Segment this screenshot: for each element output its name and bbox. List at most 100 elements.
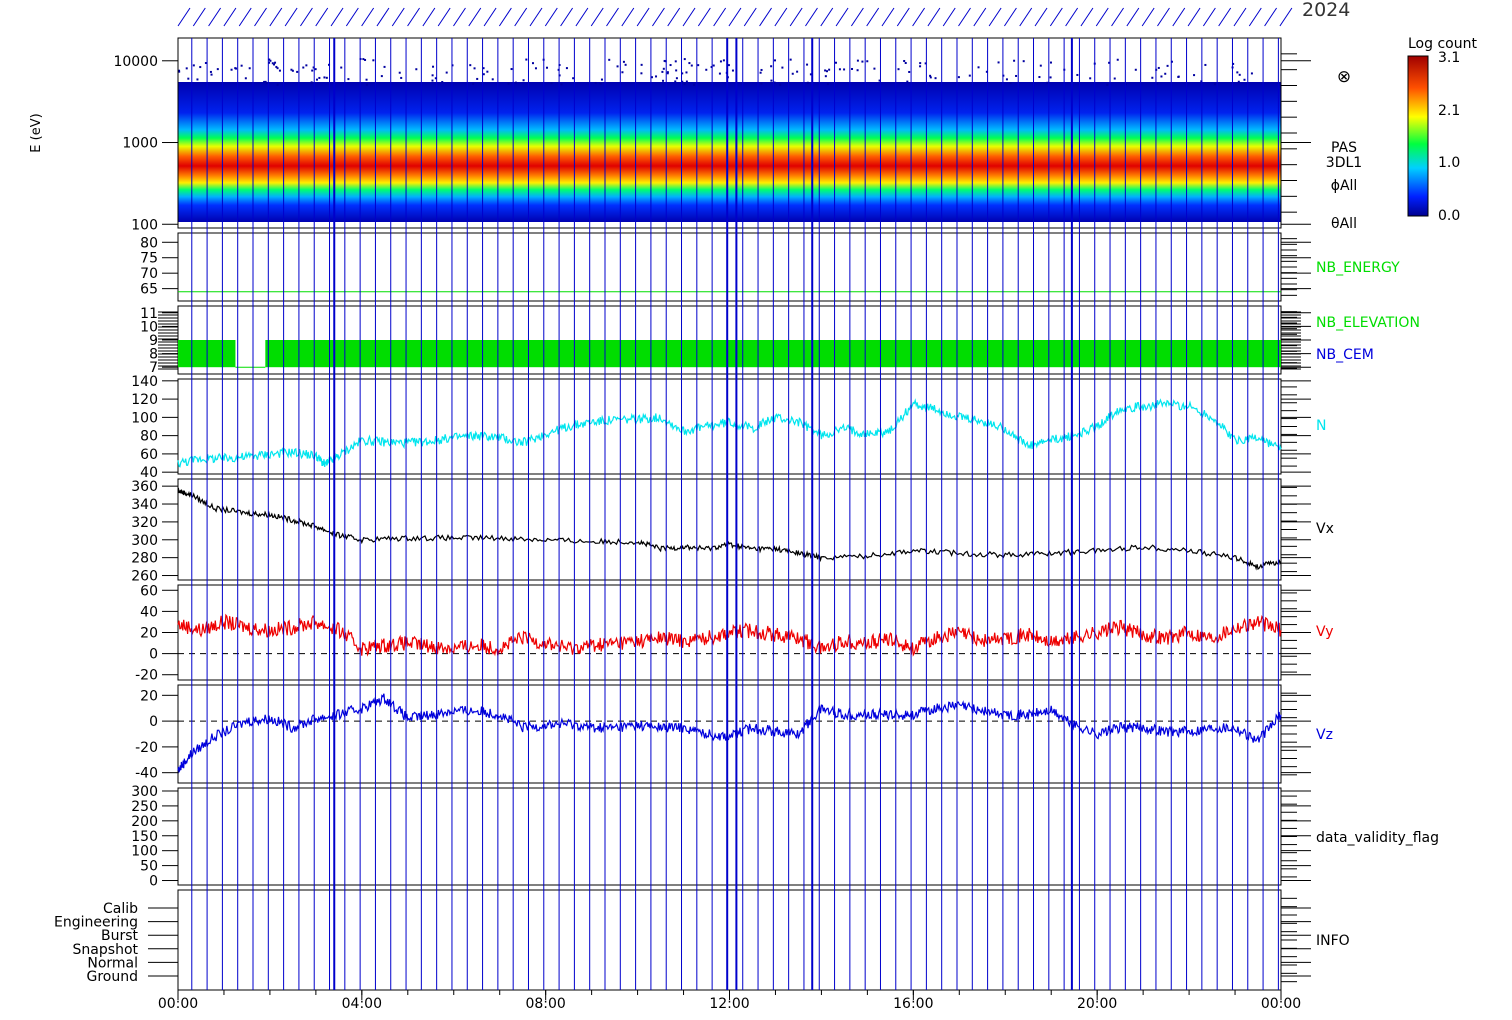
spectrogram-speckle	[572, 77, 575, 80]
marker-top-glyph	[269, 7, 283, 27]
spectrogram-speckle	[866, 60, 869, 63]
marker-top-glyph	[652, 7, 665, 27]
spectrogram-speckle	[264, 80, 267, 83]
spectrogram-speckle	[828, 68, 831, 71]
spectrogram-speckle	[929, 76, 932, 79]
spectrogram-speckle	[210, 73, 213, 76]
spectrogram-speckle	[1157, 66, 1160, 69]
spectrogram-speckle	[697, 64, 700, 67]
spectrogram-speckle	[1236, 71, 1239, 74]
spectrogram-speckle	[204, 62, 207, 65]
spectrogram-speckle	[1116, 58, 1119, 61]
marker-top-glyph	[422, 7, 436, 27]
spectrogram-speckle	[919, 62, 922, 65]
validity-ytick-label: 150	[131, 829, 158, 845]
spectrogram-speckle	[525, 58, 528, 61]
spectrogram-speckle	[1243, 78, 1246, 81]
header-date: 2024	[1302, 0, 1350, 21]
spectrogram-speckle	[600, 78, 603, 81]
spectrogram-speckle	[209, 70, 212, 73]
marker-top-glyph	[1034, 7, 1048, 27]
spectrogram-speckle	[268, 61, 271, 64]
spectrogram-speckle	[290, 68, 293, 71]
density-ytick-label: 120	[131, 392, 158, 408]
spectrogram-label: ϕAll	[1331, 178, 1358, 194]
marker-top-glyph	[192, 7, 206, 27]
info-ytick-label: Engineering	[54, 915, 138, 931]
spectrogram-speckle	[431, 79, 434, 82]
spectrogram-speckle	[365, 83, 368, 86]
time-tick-label: 12:00	[709, 996, 749, 1012]
spectrogram-speckle	[873, 67, 876, 70]
spectrogram-speckle	[594, 81, 597, 84]
spectrogram-speckle	[616, 65, 619, 68]
spectrogram-speckle	[347, 78, 350, 81]
vx-ytick-label: 360	[131, 479, 158, 495]
spectrogram-speckle	[1089, 77, 1092, 80]
spectrogram-speckle	[681, 80, 684, 83]
spectrogram-speckle	[685, 80, 688, 83]
spectrogram-speckle	[1200, 80, 1203, 83]
spectrogram-speckle	[192, 64, 195, 67]
spectrogram-speckle	[274, 61, 277, 64]
spectrogram-speckle	[599, 82, 602, 85]
spectrogram-speckle	[1151, 76, 1154, 79]
spectrogram-speckle	[722, 59, 725, 62]
spectrogram-speckle	[315, 78, 318, 81]
nb-elevation-label: NB_ELEVATION	[1316, 315, 1420, 331]
spectrogram-speckle	[507, 82, 510, 85]
validity-ytick-label: 100	[131, 844, 158, 860]
spectrogram-speckle	[897, 68, 900, 71]
spectrogram-speckle	[400, 76, 403, 79]
marker-top-glyph	[942, 7, 956, 27]
vz-series-line	[177, 693, 1282, 774]
marker-top-glyph	[330, 7, 344, 27]
spectrogram-speckle	[1238, 73, 1241, 76]
marker-top-glyph	[1141, 7, 1155, 27]
spectrogram-speckle	[545, 66, 548, 69]
spectrogram-speckle	[675, 77, 678, 80]
spectrogram-speckle	[779, 83, 782, 86]
spectrogram-speckle	[364, 58, 367, 61]
spectrogram-speckle	[565, 67, 568, 70]
density-ytick-label: 140	[131, 374, 158, 390]
spectrogram-speckle	[770, 65, 773, 68]
vx-ytick-label: 280	[131, 551, 158, 567]
spectrogram-speckle	[774, 59, 777, 62]
spectrogram-speckle	[291, 69, 294, 72]
density-series-line	[177, 398, 1282, 468]
marker-top-glyph	[437, 7, 451, 27]
spectrogram-speckle	[1113, 77, 1116, 80]
marker-top-glyph	[1172, 7, 1186, 27]
marker-top-glyph	[728, 7, 742, 27]
vx-series-line	[177, 487, 1282, 571]
spectrogram-speckle	[1166, 64, 1169, 67]
marker-top-glyph	[498, 7, 512, 27]
vy-ytick-label: 0	[149, 647, 158, 663]
validity-ytick-label: 50	[140, 859, 158, 875]
marker-top-glyph	[1218, 7, 1232, 27]
spectrogram-speckle	[199, 66, 202, 69]
spectrogram-speckle	[727, 64, 730, 67]
spectrogram-speckle	[666, 72, 669, 75]
marker-top-glyph	[529, 7, 543, 27]
spectrogram-speckle	[296, 70, 299, 73]
info-ytick-label: Burst	[101, 928, 139, 944]
time-tick-label: 04:00	[342, 996, 382, 1012]
spectrogram-speckle	[685, 71, 688, 74]
spectrogram-speckle	[476, 77, 479, 80]
spectrogram-speckle	[826, 83, 829, 86]
spectrogram-speckle	[851, 67, 854, 70]
validity-ytick-label: 250	[131, 799, 158, 815]
spectrogram-speckle	[445, 71, 448, 74]
spectrogram-speckle	[325, 76, 328, 79]
spectrogram-speckle	[469, 64, 472, 67]
marker-top-glyph	[514, 7, 528, 27]
vx-ytick-label: 340	[131, 497, 158, 513]
marker-top-glyph	[1248, 7, 1262, 27]
marker-top-glyph	[544, 7, 558, 27]
spectrogram-speckle	[718, 72, 721, 75]
vx-ytick-label: 320	[131, 515, 158, 531]
spectrogram-speckle	[248, 67, 251, 70]
